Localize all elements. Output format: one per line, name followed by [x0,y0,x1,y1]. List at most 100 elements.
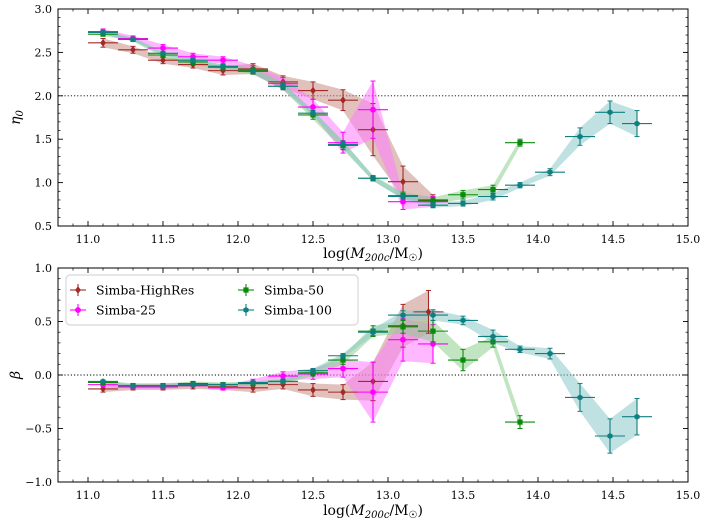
top-point-simba-50 [517,140,523,146]
bottom-x-tick-label: 12.5 [301,489,326,502]
bottom-point-simba-100 [400,312,406,319]
bottom-point-simba-100 [280,378,286,385]
top-x-tick-label: 13.0 [376,233,401,246]
bottom-y-tick-label: −1.0 [25,476,52,489]
bottom-x-tick-label: 13.0 [376,489,401,502]
top-point-simba-100 [607,109,613,116]
top-point-simba-100 [400,193,406,200]
bottom-series-simba-100 [88,309,652,454]
bottom-point-simba-highres [340,388,346,397]
top-point-simba-100 [577,133,583,140]
bottom-band-simba-highres [103,290,429,401]
bottom-point-simba-100 [250,379,256,386]
top-point-simba-100 [250,68,256,75]
top-point-simba-100 [430,202,436,209]
legend-box [65,274,359,326]
bottom-point-simba-50 [460,357,466,363]
bottom-point-simba-100 [517,346,523,353]
bottom-point-simba-100 [160,382,166,389]
top-point-simba-highres [400,177,406,186]
legend-label-simba-50: Simba-50 [264,283,324,298]
top-point-simba-highres [160,56,166,65]
top-point-simba-25 [160,45,166,51]
bottom-point-simba-100 [190,381,196,388]
bottom-x-tick-label: 11.5 [151,489,176,502]
top-x-tick-label: 14.0 [526,233,551,246]
bottom-x-tick-label: 14.0 [526,489,551,502]
bottom-point-simba-50 [430,328,436,334]
top-x-tick-label: 11.5 [151,233,176,246]
bottom-x-tick-label: 11.0 [76,489,101,502]
bottom-x-tick-label: 12.0 [226,489,251,502]
top-point-simba-highres [130,45,136,54]
legend-item-simba-50: Simba-50 [238,283,324,298]
bottom-y-axis-label: β [8,371,24,380]
bottom-point-simba-100 [370,329,376,336]
bottom-series-simba-50 [88,319,535,429]
top-point-simba-100 [220,63,226,70]
top-point-simba-highres [100,38,106,47]
bottom-y-tick-label: 0.5 [35,316,53,329]
top-point-simba-100 [100,29,106,36]
legend-item-simba-highres: Simba-HighRes [70,283,194,298]
top-y-axis-label: η0 [8,109,26,124]
top-x-tick-label: 14.5 [601,233,626,246]
top-point-simba-highres [310,86,316,95]
bottom-y-tick-label: 0.0 [35,369,53,382]
bottom-point-simba-100 [310,367,316,374]
bottom-point-simba-25 [340,365,346,372]
bottom-point-simba-100 [220,381,226,388]
bottom-point-simba-100 [547,350,553,357]
bottom-point-simba-highres [100,384,106,393]
legend-marker-simba-25 [75,307,81,313]
top-point-simba-100 [280,83,286,90]
bottom-point-simba-highres [310,386,316,394]
top-point-simba-100 [517,182,523,189]
legend-marker-simba-50 [243,287,249,293]
bottom-point-simba-100 [430,312,436,319]
top-x-tick-label: 12.5 [301,233,326,246]
top-y-tick-label: 0.5 [35,220,53,233]
top-x-tick-label: 13.5 [451,233,476,246]
bottom-x-tick-label: 13.5 [451,489,476,502]
legend-label-simba-highres: Simba-HighRes [96,283,194,298]
top-x-axis-label: log(M200c/M☉) [323,246,423,264]
legend: Simba-HighRes Simba-25 Simba-50 Simba-100 [65,274,359,326]
legend-marker-simba-highres [75,286,81,294]
bottom-point-simba-25 [400,336,406,343]
bottom-point-simba-25 [430,341,436,347]
top-point-simba-100 [190,57,196,64]
top-x-tick-label: 12.0 [226,233,251,246]
top-y-tick-label: 2.0 [35,90,53,103]
legend-marker-simba-100 [243,307,249,313]
top-point-simba-25 [370,106,376,113]
top-point-simba-100 [340,141,346,148]
top-y-tick-label: 2.5 [35,46,53,59]
top-point-simba-100 [310,110,316,117]
bottom-point-simba-100 [634,413,640,420]
legend-label-simba-100: Simba-100 [264,303,332,318]
top-point-simba-25 [400,198,406,205]
top-x-tick-label: 15.0 [676,233,701,246]
top-band-simba-100 [103,30,637,208]
top-point-simba-50 [490,186,496,193]
top-point-simba-100 [160,50,166,57]
bottom-y-tick-label: −0.5 [25,423,52,436]
top-point-simba-highres [340,96,346,105]
top-series-simba-100 [88,29,652,209]
bottom-point-simba-100 [577,394,583,401]
legend-item-simba-25: Simba-25 [70,303,156,318]
top-x-tick-label: 11.0 [76,233,101,246]
top-point-simba-50 [430,198,436,204]
top-point-simba-25 [310,104,316,110]
top-point-simba-25 [220,57,226,64]
top-point-simba-50 [460,192,466,198]
top-point-simba-100 [547,169,553,176]
bottom-panel: 11.0 11.5 12.0 12.5 13.0 13.5 14.0 14.5 15.0 −1.0… [25,262,700,502]
top-point-simba-100 [130,36,136,43]
top-y-tick-label: 1.0 [35,177,53,190]
bottom-point-simba-100 [490,333,496,340]
top-y-tick-label: 3.0 [35,3,53,16]
bottom-point-simba-25 [280,373,286,379]
